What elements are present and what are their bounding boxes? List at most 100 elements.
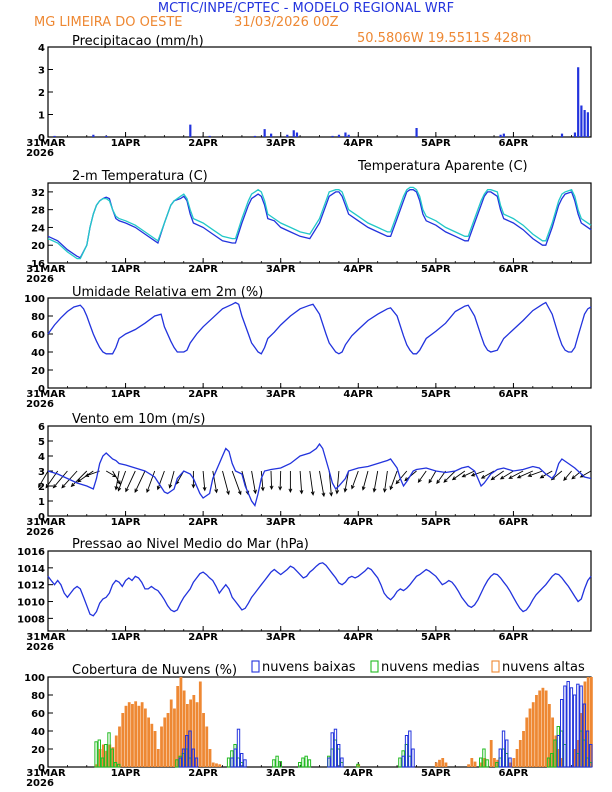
panel-title: 2-m Temperatura (C)	[72, 169, 208, 184]
cloud-bar-high	[512, 758, 516, 767]
wind-arrow	[212, 470, 219, 494]
precip-bar	[263, 129, 266, 137]
cloud-bar-high	[522, 731, 525, 767]
cloud-bar-high	[176, 686, 180, 767]
cloud-bar-low	[336, 744, 341, 768]
cloud-bar-medium	[175, 759, 179, 768]
y-tick-label: 2	[38, 88, 45, 99]
x-tick-label: 31MAR	[26, 517, 66, 528]
x-tick-label: 2APR	[188, 138, 218, 149]
cloud-bar-high	[473, 761, 477, 767]
y-tick-label: 4	[38, 452, 45, 463]
cloud-bar-low	[233, 748, 237, 768]
wind-arrow	[222, 470, 230, 496]
cloud-bar-high	[215, 763, 218, 767]
x-tick-label: 3APR	[266, 264, 296, 275]
y-tick-label: 1	[38, 111, 45, 122]
legend-label-high: nuvens altas	[502, 660, 585, 675]
cloud-bar-high	[438, 759, 441, 767]
humidity-line	[47, 301, 592, 355]
cloud-bar-high	[131, 704, 134, 767]
cloud-bar-high	[127, 702, 131, 767]
cloud-bar-low	[408, 730, 412, 768]
cloud-bar-low	[498, 748, 503, 768]
y-tick-label: 0	[38, 512, 45, 523]
cloud-bar-high	[166, 713, 170, 767]
precip-bar	[583, 110, 586, 137]
apparent-temperature-legend: Temperatura Aparente (C)	[357, 159, 528, 174]
x-tick-label: 1APR	[111, 768, 141, 779]
cloud-bar-high	[590, 677, 593, 767]
wind-arrow	[361, 470, 369, 491]
cloud-bar-low	[589, 744, 593, 768]
wind-arrow	[563, 470, 572, 481]
year-label: 2026	[26, 148, 54, 159]
cloud-bar-medium	[117, 763, 121, 768]
wind-arrow	[480, 470, 495, 479]
legend-swatch-low	[251, 660, 260, 673]
wind-arrow	[125, 470, 136, 493]
x-tick-label: 5APR	[421, 768, 451, 779]
year-label: 2026	[26, 527, 54, 538]
cloud-bar-medium	[104, 744, 108, 768]
legend-label-low: nuvens baixas	[262, 660, 356, 675]
panel-6: Cobertura de Nuvens (%) 31MAR 1APR 2APR 3APR…	[24, 660, 593, 789]
precip-bar	[499, 134, 502, 137]
cloud-bar-medium	[550, 753, 554, 768]
cloud-bar-medium	[304, 755, 308, 768]
cloud-bar-medium	[307, 759, 312, 768]
precip-bar	[415, 128, 418, 137]
x-tick-label: 3APR	[266, 138, 296, 149]
cloud-bar-high	[586, 677, 590, 767]
cloud-bar-low	[340, 757, 344, 768]
panel-title: Pressao ao Nivel Medio do Mar (hPa)	[72, 537, 309, 552]
y-tick-label: 2	[38, 482, 45, 493]
cloud-bar-high	[143, 708, 147, 767]
wind-arrow	[490, 470, 504, 481]
cloud-bar-low	[230, 757, 234, 768]
panel-frame	[47, 46, 592, 138]
cloud-bar-low	[563, 685, 567, 768]
x-tick-label: 6APR	[499, 517, 529, 528]
precip-bar	[502, 133, 505, 137]
panels-group: Precipitacao (mm/h) 31MAR 1APR 2APR 3APR 4APR…	[17, 34, 593, 789]
x-tick-label: 5APR	[421, 632, 451, 643]
cloud-bar-low	[191, 748, 195, 768]
y-tick-label: 1016	[17, 547, 45, 558]
x-tick-label: 1APR	[111, 264, 141, 275]
cloud-bar-high	[573, 749, 577, 767]
panel-3: Umidade Relativa em 2m (%) 31MAR 1APR 2APR 3…	[24, 285, 592, 410]
cloud-bar-high	[121, 713, 125, 767]
cloud-bar-high	[156, 749, 160, 767]
wind-arrow	[260, 470, 265, 492]
y-tick-label: 28	[31, 206, 45, 217]
wind-speed-line	[47, 442, 592, 507]
wind-arrow	[146, 470, 156, 494]
y-tick-label: 60	[31, 330, 45, 341]
wind-arrow	[351, 470, 359, 490]
y-tick-label: 80	[31, 691, 45, 702]
cloud-bar-high	[441, 758, 445, 767]
wind-arrow	[335, 470, 340, 495]
cloud-bar-high	[202, 713, 205, 767]
y-tick-label: 1008	[17, 614, 45, 625]
wind-arrow	[451, 470, 466, 481]
y-tick-label: 4	[38, 43, 45, 54]
wind-arrow	[343, 470, 350, 493]
cloud-bar-high	[515, 749, 519, 767]
x-tick-label: 4APR	[343, 517, 373, 528]
x-tick-label: 1APR	[111, 517, 141, 528]
wind-arrow	[288, 471, 293, 494]
panel-5: Pressao ao Nivel Medio do Mar (hPa) 31MAR…	[17, 537, 592, 653]
wind-arrow	[389, 470, 398, 491]
wind-arrow	[309, 470, 315, 496]
cloud-bar-high	[509, 762, 512, 767]
model-title: MCTIC/INPE/CPTEC - MODELO REGIONAL WRF	[158, 1, 454, 16]
cloud-bar-high	[173, 708, 176, 767]
wind-arrow	[168, 470, 175, 489]
wind-arrow	[428, 470, 437, 484]
cloud-bar-low	[508, 757, 512, 768]
cloud-bar-low	[240, 753, 244, 768]
wind-arrow	[395, 470, 408, 485]
